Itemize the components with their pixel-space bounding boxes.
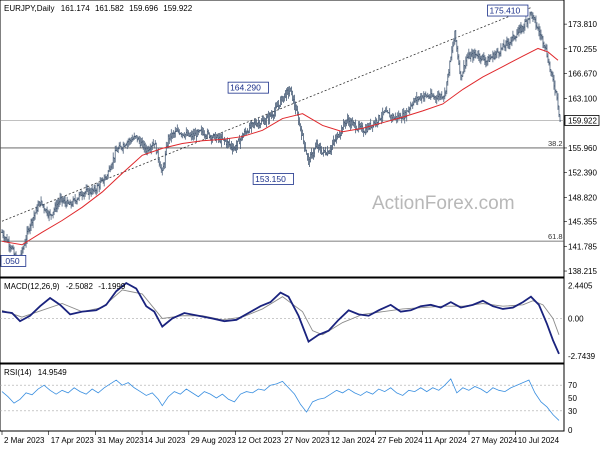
watermark: ActionForex.com [372,193,515,214]
ohlc-close: 159.922 [163,4,192,13]
ohlc-bar [558,114,561,122]
rsi-header: RSI(14) 14.9549 [4,368,67,377]
rsi-value: 14.9549 [38,368,67,377]
rsi-layer [0,378,564,421]
macd-ytick-label-2: -2.7439 [568,352,596,361]
xtick-label-0: 2 Mar 2023 [4,436,45,445]
price-ytick-label-7: 148.820 [568,193,597,202]
rsi-ytick-label-3: 0 [568,426,573,435]
xtick-label-1: 17 Apr 2023 [51,436,95,445]
macd-title: MACD(12,26,9) [4,282,60,291]
price-ytick-label-4: 159.922 [568,116,597,125]
rsi-title: RSI(14) [4,368,32,377]
macd-header: MACD(12,26,9) -2.5082 -1.1999 [4,282,126,291]
macd-ytick-label-1: 0.00 [568,314,584,323]
price-ytick-label-6: 152.390 [568,169,597,178]
rsi-ytick-label-1: 50 [568,394,577,403]
price-header: EURJPY,Daily 161.174 161.582 159.696 159… [4,4,193,13]
moving-average-line [1,47,559,246]
macd-value: -2.5082 [66,282,94,291]
macd-panel-frame [0,277,565,364]
xtick-label-2: 31 May 2023 [97,436,144,445]
macd-signal-line [1,289,560,336]
rsi-panel-frame [0,363,565,432]
macd-line [1,282,560,355]
annotation-label-1: 164.290 [230,83,261,93]
price-ytick-label-0: 173.810 [568,20,597,29]
annotation-label-3: .050 [3,256,20,266]
ohlc-bars [1,11,561,266]
annotation-box-1 [227,81,269,94]
ohlc-open: 161.174 [61,4,90,13]
axis-layer: 173.810 170.255 166.670 163.100 159.922 155.9… [1,20,600,445]
price-ytick-label-10: 138.215 [568,267,597,276]
price-ytick-label-5: 155.960 [568,144,597,153]
ohlc-low: 159.696 [129,4,158,13]
trendline [1,7,532,222]
xtick-label-7: 12 Jan 2024 [331,436,376,445]
price-panel-frame [0,0,565,278]
price-title: EURJPY,Daily [4,4,55,13]
macd-signal-value: -1.1999 [98,282,126,291]
price-ytick-label-3: 163.100 [568,94,597,103]
xtick-label-11: 10 Jul 2024 [518,436,560,445]
xtick-label-3: 14 Jul 2023 [144,436,186,445]
xtick-label-6: 27 Nov 2023 [284,436,330,445]
macd-ytick-label-0: 2.4405 [568,281,593,290]
annotation-label-2: 153.150 [255,174,286,184]
price-ytick-label-2: 166.670 [568,70,597,79]
annotation-label-0: 175.410 [490,6,521,16]
macd-layer [0,282,564,355]
xtick-label-9: 11 Apr 2024 [424,436,467,445]
price-ytick-label-1: 170.255 [568,45,597,54]
xtick-label-8: 27 Feb 2024 [378,436,423,445]
last-price-box [564,115,600,126]
price-ytick-label-8: 145.355 [568,218,597,227]
price-layer: 38.2 61.8 175.410 164.290 153.150 .050 [0,4,564,267]
xtick-label-4: 29 Aug 2023 [191,436,236,445]
fib-label-61.8: 61.8 [548,232,563,241]
annotation-box-3 [0,255,27,267]
annotation-box-0 [487,4,529,17]
ohlc-high: 161.582 [95,4,124,13]
annotation-box-2 [252,173,294,185]
xtick-label-5: 12 Oct 2023 [238,436,282,445]
rsi-ytick-label-0: 70 [568,381,577,390]
price-ytick-label-9: 141.785 [568,242,597,251]
rsi-line [1,378,560,421]
rsi-ytick-label-2: 30 [568,407,577,416]
fib-label-38.2: 38.2 [548,139,563,148]
xtick-label-10: 27 May 2024 [471,436,518,445]
